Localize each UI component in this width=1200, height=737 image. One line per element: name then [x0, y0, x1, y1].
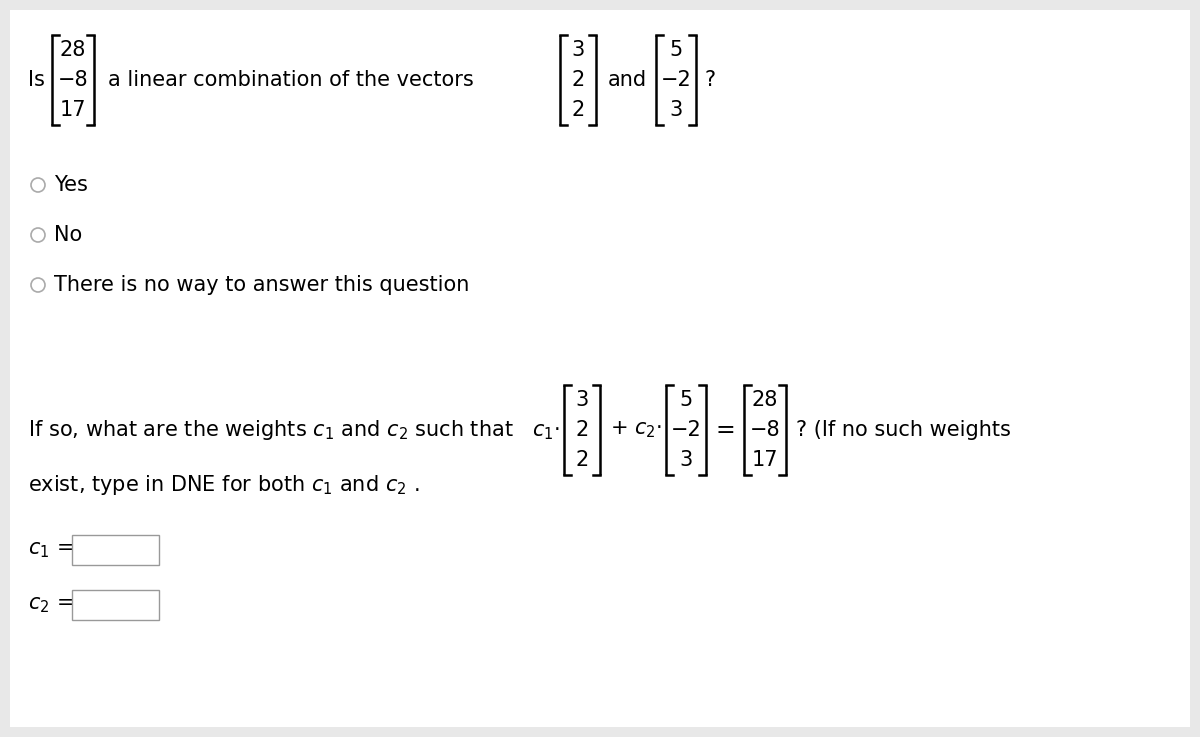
Text: No: No: [54, 225, 83, 245]
Text: exist, type in DNE for both $c_1$ and $c_2$ .: exist, type in DNE for both $c_1$ and $c…: [28, 473, 420, 497]
Text: + $c_2$·: + $c_2$·: [610, 419, 662, 440]
Text: =: =: [716, 418, 736, 442]
Text: −2: −2: [661, 70, 691, 90]
Text: 5: 5: [670, 40, 683, 60]
Text: Yes: Yes: [54, 175, 88, 195]
Text: 28: 28: [751, 390, 778, 410]
Text: 2: 2: [576, 420, 589, 440]
Text: Is: Is: [28, 70, 44, 90]
Text: −8: −8: [749, 420, 780, 440]
Text: 3: 3: [571, 40, 584, 60]
Text: ?: ?: [704, 70, 715, 90]
Text: If so, what are the weights $c_1$ and $c_2$ such that   $c_1$·: If so, what are the weights $c_1$ and $c…: [28, 418, 560, 442]
Text: 3: 3: [576, 390, 589, 410]
Text: $c_1$ =: $c_1$ =: [28, 540, 73, 560]
Text: a linear combination of the vectors: a linear combination of the vectors: [108, 70, 474, 90]
Text: 2: 2: [571, 70, 584, 90]
Text: 5: 5: [679, 390, 692, 410]
Text: 2: 2: [576, 450, 589, 470]
Text: 3: 3: [670, 100, 683, 120]
Text: 17: 17: [60, 100, 86, 120]
Text: There is no way to answer this question: There is no way to answer this question: [54, 275, 469, 295]
Text: 17: 17: [751, 450, 778, 470]
Text: and: and: [608, 70, 647, 90]
FancyBboxPatch shape: [10, 10, 1190, 727]
Text: −2: −2: [671, 420, 701, 440]
Text: ? (If no such weights: ? (If no such weights: [796, 420, 1010, 440]
Text: 28: 28: [60, 40, 86, 60]
FancyBboxPatch shape: [72, 590, 158, 620]
FancyBboxPatch shape: [72, 535, 158, 565]
Text: 2: 2: [571, 100, 584, 120]
Text: −8: −8: [58, 70, 89, 90]
Text: $c_2$ =: $c_2$ =: [28, 595, 73, 615]
Text: 3: 3: [679, 450, 692, 470]
